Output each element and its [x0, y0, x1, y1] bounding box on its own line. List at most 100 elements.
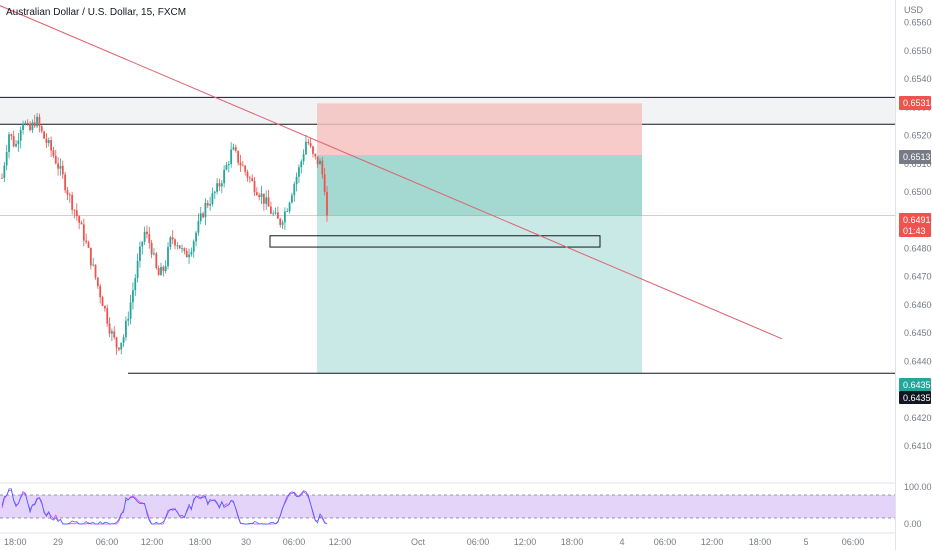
currency-label[interactable]: USD	[904, 5, 924, 15]
time-tick-label: Oct	[411, 537, 426, 547]
candle-body	[89, 247, 92, 266]
candle-body	[26, 122, 29, 124]
downtrend-line[interactable]	[0, 5, 783, 340]
candle-body	[225, 165, 228, 170]
candle-body	[12, 136, 15, 147]
time-tick-label: 12:00	[514, 537, 537, 547]
candle-body	[174, 239, 176, 246]
rsi-pane[interactable]: 100.00 0.00	[0, 482, 932, 529]
candle-body	[237, 150, 240, 163]
candle-body	[136, 260, 139, 279]
stop-price-tag: 0.65314	[899, 96, 932, 110]
candle-body	[227, 164, 230, 166]
entry-price-tag-text: 0.65131	[903, 152, 932, 162]
candle-body	[115, 337, 118, 348]
time-axis[interactable]: 18:00 29 06:00 12:00 18:00 30 06:00 12:00 Oct 06:…	[0, 532, 895, 547]
candle-body	[246, 171, 249, 178]
time-tick-label: 06:00	[842, 537, 865, 547]
candle-body	[132, 290, 134, 303]
entry-price-tag: 0.65131	[899, 150, 932, 164]
support-price-tag-text: 0.64358	[903, 393, 932, 403]
candle-body	[281, 222, 284, 225]
candle-body	[262, 193, 265, 204]
candle-body	[47, 140, 50, 143]
candle-body	[134, 278, 137, 291]
candle-body	[148, 234, 151, 243]
stop-price-tag-bg	[899, 96, 931, 110]
candle-body	[309, 143, 312, 147]
candle-body	[302, 154, 305, 162]
time-tick-label: 06:00	[283, 537, 306, 547]
demand-box[interactable]	[269, 235, 601, 248]
candle-body	[298, 167, 300, 177]
candle-body	[127, 318, 130, 321]
time-tick-label: 06:00	[654, 537, 677, 547]
candle-body	[82, 224, 85, 241]
candle-body	[181, 248, 183, 249]
candle-body	[155, 253, 158, 269]
profit-zone-remaining[interactable]	[317, 215, 642, 374]
candle-body	[92, 264, 95, 266]
price-tags: 0.65314 0.65131 0.64917 01:43 0.64358 0.…	[899, 96, 932, 404]
candle-body	[96, 277, 99, 287]
time-tick-label: 29	[53, 537, 63, 547]
candle-body	[274, 212, 277, 214]
time-tick-label: 18:00	[189, 537, 212, 547]
candle-body	[22, 123, 24, 131]
last-price-tag-text: 0.64917	[903, 215, 932, 225]
candle-body	[36, 116, 38, 127]
candle-body	[99, 286, 102, 298]
candle-body	[3, 165, 6, 179]
time-tick-label: 5	[803, 537, 808, 547]
candle-body	[94, 264, 97, 278]
time-tick-label: 06:00	[96, 537, 119, 547]
candle-body	[307, 141, 310, 144]
candle-body	[234, 147, 237, 151]
rsi-top-label: 100.00	[904, 482, 932, 492]
target-price-tag-text: 0.64358	[903, 380, 932, 390]
symbol-title[interactable]: Australian Dollar / U.S. Dollar, 15, FXC…	[6, 7, 186, 18]
candle-body	[57, 163, 60, 169]
candle-body	[293, 184, 296, 196]
support-price-tag-bg	[899, 391, 931, 404]
time-tick-label: 30	[241, 537, 251, 547]
candle-body	[291, 195, 293, 203]
profit-zone-realized[interactable]	[317, 155, 642, 216]
rsi-signal-line	[1, 488, 328, 525]
candle-body	[75, 210, 78, 217]
candle-body	[209, 204, 211, 206]
candle-body	[68, 194, 71, 196]
candle-body	[202, 213, 204, 218]
candle-body	[162, 266, 165, 272]
candle-body	[141, 241, 144, 247]
candle-body	[54, 155, 57, 164]
candle-body	[272, 213, 275, 215]
candle-body	[269, 206, 272, 214]
candle-body	[8, 134, 10, 152]
target-price-tag-bg	[899, 378, 931, 391]
candle-body	[10, 134, 13, 137]
candle-body	[206, 202, 209, 206]
candle-body	[78, 216, 81, 223]
candle-body	[265, 197, 268, 204]
stop-loss-zone[interactable]	[317, 103, 642, 156]
time-tick-label: 12:00	[329, 537, 352, 547]
candle-body	[160, 266, 162, 276]
candle-body	[125, 320, 127, 338]
candle-body	[211, 193, 214, 205]
candle-body	[190, 251, 193, 255]
candle-body	[216, 183, 219, 192]
candle-body	[1, 177, 3, 179]
stop-price-tag-text: 0.65314	[903, 98, 932, 108]
candle-body	[241, 165, 244, 167]
candle-body	[199, 213, 202, 221]
candle-body	[5, 151, 8, 166]
candlestick-series	[1, 113, 328, 355]
candle-body	[153, 253, 155, 255]
